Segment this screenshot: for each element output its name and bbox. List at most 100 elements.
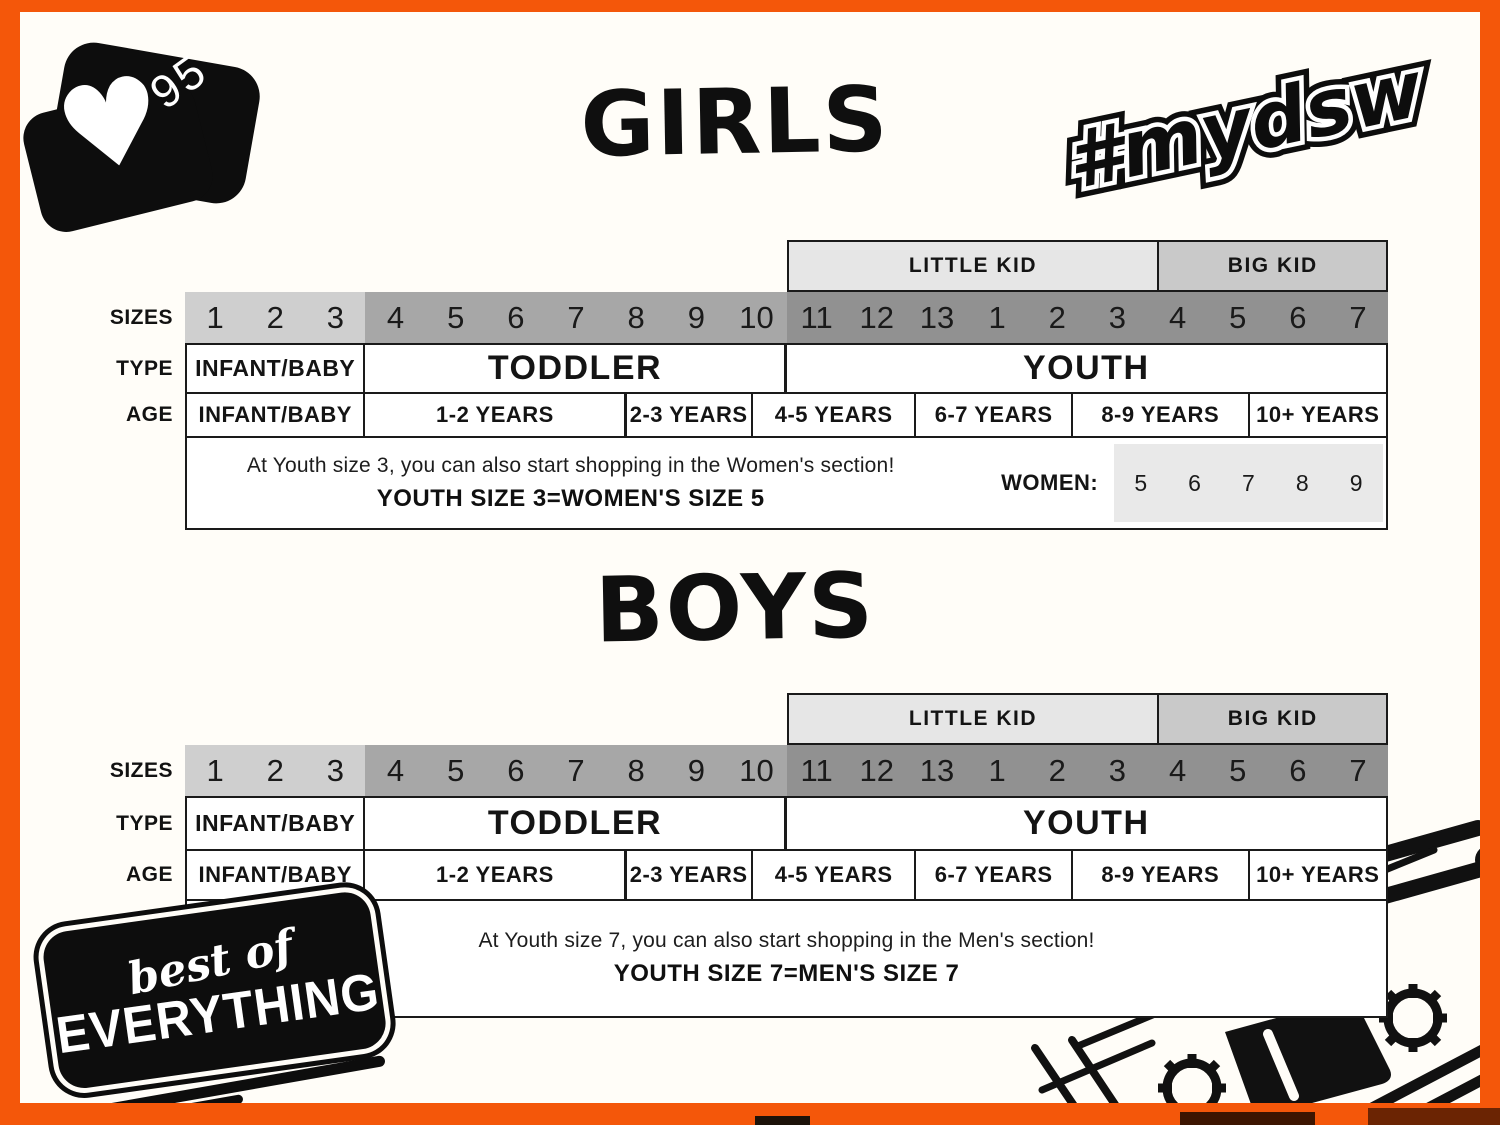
size-cell: 1 <box>185 292 246 343</box>
age-cell: 10+ YEARS <box>1247 849 1388 901</box>
note-text: At Youth size 3, you can also start shop… <box>187 438 954 528</box>
size-cell: 2 <box>245 745 306 796</box>
type-row: TYPE INFANT/BABY TODDLER YOUTH <box>116 796 1388 851</box>
likes-badge-sticker: ♥ 95 <box>20 28 278 238</box>
kid-group-cell: LITTLE KID <box>786 693 1160 745</box>
size-cell: 6 <box>1267 745 1328 796</box>
age-cell: 2-3 YEARS <box>624 392 753 438</box>
kid-group-cell: BIG KID <box>1157 240 1388 292</box>
note-text: At Youth size 7, you can also start shop… <box>187 901 1386 1016</box>
age-cell: 6-7 YEARS <box>914 392 1073 438</box>
age-cell: 2-3 YEARS <box>624 849 753 901</box>
size-cell: 7 <box>1327 292 1389 343</box>
size-cell: 2 <box>1027 292 1088 343</box>
best-of-everything-logo: best of EVERYTHING <box>21 877 427 1103</box>
women-size-cell: 8 <box>1295 469 1309 496</box>
logo-blob: best of EVERYTHING <box>40 888 389 1092</box>
age-row-label: AGE <box>125 403 173 426</box>
type-row: TYPE INFANT/BABY TODDLER YOUTH <box>116 343 1388 394</box>
note-line-1: At Youth size 3, you can also start shop… <box>246 453 895 477</box>
note-line-1: At Youth size 7, you can also start shop… <box>478 929 1095 952</box>
kid-group-header-row: LITTLE KID BIG KID <box>185 240 1388 292</box>
women-size-cell: 9 <box>1349 469 1363 496</box>
boys-section-title: BOYS <box>594 553 876 664</box>
size-cell: 1 <box>967 745 1028 796</box>
sizes-row: SIZES 1 2 3 4 5 6 7 8 9 10 11 12 13 1 2 3 4 5 6 7 <box>110 292 1389 343</box>
note-line-2: YOUTH SIZE 7=MEN'S SIZE 7 <box>613 960 960 987</box>
kid-group-cell: BIG KID <box>1157 693 1388 745</box>
type-cell: YOUTH <box>784 343 1388 394</box>
size-cell: 11 <box>786 292 847 343</box>
age-cell: INFANT/BABY <box>185 392 366 438</box>
size-cell: 8 <box>606 292 667 343</box>
size-cell: 7 <box>545 745 607 796</box>
size-cell: 13 <box>906 745 968 796</box>
size-cell: 1 <box>967 292 1028 343</box>
size-cell: 7 <box>545 292 607 343</box>
age-cell: 6-7 YEARS <box>914 849 1073 901</box>
women-size-cell: 6 <box>1188 469 1201 496</box>
size-cell: 10 <box>726 745 787 796</box>
note-line-2: YOUTH SIZE 3=WOMEN'S SIZE 5 <box>376 484 765 512</box>
size-cell: 4 <box>365 292 426 343</box>
type-cell: TODDLER <box>363 343 787 394</box>
mydsw-hashtag-logo: #mydsw #mydsw #mydsw <box>1033 12 1456 264</box>
sizes-row: SIZES 1 2 3 4 5 6 7 8 9 10 11 12 13 1 2 3 4 5 6 7 <box>110 745 1389 796</box>
women-size-cell: 5 <box>1134 469 1148 496</box>
age-cell: 4-5 YEARS <box>750 849 917 901</box>
size-cell: 3 <box>1087 292 1148 343</box>
size-cell: 6 <box>1267 292 1328 343</box>
type-row-label: TYPE <box>116 811 173 835</box>
type-cell: INFANT/BABY <box>185 796 366 851</box>
sizes-row-label: SIZES <box>109 758 173 782</box>
size-cell: 5 <box>425 745 486 796</box>
women-sizes-strip: 5 6 7 8 9 <box>1113 444 1383 522</box>
women-size-cell: 7 <box>1242 469 1255 496</box>
age-cell: 1-2 YEARS <box>363 849 627 901</box>
hashtag-text: #mydsw <box>1059 44 1431 208</box>
boys-size-table: LITTLE KID BIG KID SIZES 1 2 3 4 5 6 7 8 9 10 11 12 1… <box>110 693 1389 1018</box>
age-row: AGE INFANT/BABY 1-2 YEARS 2-3 YEARS 4-5 YEA… <box>126 392 1388 438</box>
kid-group-header-row: LITTLE KID BIG KID <box>185 693 1388 745</box>
size-cell: 10 <box>726 292 787 343</box>
age-cell: 4-5 YEARS <box>750 392 917 438</box>
size-cell: 4 <box>1147 292 1208 343</box>
kid-group-cell: LITTLE KID <box>786 240 1160 292</box>
photo-edge-artifact <box>1368 1108 1500 1125</box>
women-label: WOMEN: <box>1001 470 1099 495</box>
age-cell: 8-9 YEARS <box>1070 392 1250 438</box>
note-row: At Youth size 7, you can also start shop… <box>185 901 1388 1018</box>
age-row-label: AGE <box>125 863 173 886</box>
size-cell: 13 <box>906 292 968 343</box>
type-cell: YOUTH <box>784 796 1388 851</box>
type-row-label: TYPE <box>116 356 173 380</box>
sizes-band: 1 2 3 4 5 6 7 8 9 10 11 12 13 1 2 3 4 5 6 7 <box>185 745 1389 796</box>
size-cell: 5 <box>1207 292 1268 343</box>
size-cell: 3 <box>305 745 366 796</box>
size-cell: 4 <box>1147 745 1208 796</box>
size-cell: 4 <box>365 745 426 796</box>
girls-section-title: GIRLS <box>579 67 891 178</box>
photo-edge-artifact <box>755 1116 810 1125</box>
size-cell: 2 <box>245 292 306 343</box>
size-cell: 11 <box>786 745 847 796</box>
age-cell: 8-9 YEARS <box>1070 849 1250 901</box>
size-cell: 5 <box>1207 745 1268 796</box>
size-cell: 1 <box>185 745 246 796</box>
size-cell: 12 <box>846 745 907 796</box>
size-cell: 5 <box>425 292 486 343</box>
size-cell: 2 <box>1027 745 1088 796</box>
age-cell: 1-2 YEARS <box>363 392 627 438</box>
photo-edge-artifact <box>1180 1112 1315 1125</box>
girls-size-table: LITTLE KID BIG KID SIZES 1 2 3 4 5 6 7 8 9 10 11 12 1… <box>110 240 1389 530</box>
note-row: At Youth size 3, you can also start shop… <box>185 438 1388 530</box>
size-cell: 8 <box>606 745 667 796</box>
sizes-row-label: SIZES <box>109 305 173 329</box>
size-cell: 7 <box>1327 745 1389 796</box>
size-cell: 9 <box>666 745 727 796</box>
age-cell: 10+ YEARS <box>1247 392 1388 438</box>
size-cell: 9 <box>666 292 727 343</box>
flyer-background: ♥ 95 GIRLS BOYS #mydsw #mydsw #mydsw LIT… <box>20 12 1480 1103</box>
type-cell: INFANT/BABY <box>185 343 366 394</box>
